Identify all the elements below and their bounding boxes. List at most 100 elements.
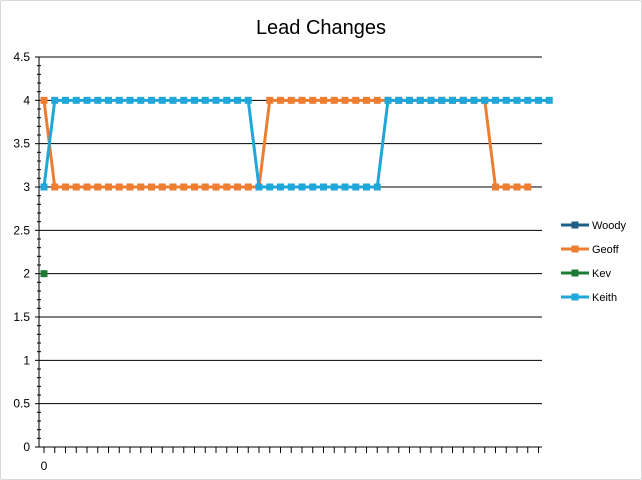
data-point-geoff — [40, 96, 48, 104]
data-point-keith — [320, 183, 327, 191]
legend-label-keith: Keith — [592, 292, 617, 304]
legend-swatch-marker-keith — [571, 293, 579, 301]
data-point-geoff — [158, 183, 166, 191]
data-point-keith — [72, 96, 80, 104]
data-point-keith — [287, 183, 295, 191]
data-point-keith — [83, 96, 91, 104]
data-point-keith — [115, 96, 123, 104]
data-point-geoff — [105, 183, 112, 191]
data-point-geoff — [492, 183, 499, 191]
data-point-geoff — [148, 183, 155, 191]
data-point-keith — [255, 183, 263, 191]
y-tick-label: 1.5 — [13, 310, 30, 324]
data-point-kev — [40, 270, 48, 278]
data-point-geoff — [137, 183, 145, 191]
data-point-geoff — [180, 183, 188, 191]
data-point-keith — [341, 183, 349, 191]
data-point-geoff — [524, 183, 532, 191]
data-point-geoff — [169, 183, 177, 191]
data-point-geoff — [330, 96, 338, 104]
data-point-geoff — [234, 183, 241, 191]
y-tick-label: 4 — [23, 93, 30, 107]
data-point-geoff — [352, 96, 360, 104]
data-point-keith — [449, 96, 456, 104]
data-point-keith — [459, 96, 467, 104]
data-point-keith — [384, 96, 392, 104]
data-point-keith — [51, 96, 59, 104]
data-point-keith — [395, 96, 403, 104]
data-point-geoff — [277, 96, 284, 104]
data-point-keith — [180, 96, 188, 104]
legend-swatch-marker-kev — [571, 269, 579, 277]
data-point-keith — [545, 96, 553, 104]
data-point-geoff — [62, 183, 69, 191]
data-point-geoff — [115, 183, 123, 191]
data-point-keith — [427, 96, 435, 104]
data-point-geoff — [51, 183, 59, 191]
axes: 0 0.5 1 1.5 2 2.5 3 3.5 4 4.5 0 — [13, 50, 542, 473]
data-point-keith — [277, 183, 284, 191]
data-point-geoff — [363, 96, 370, 104]
data-point-geoff — [309, 96, 317, 104]
data-point-geoff — [191, 183, 198, 191]
data-point-keith — [470, 96, 478, 104]
series-layer — [40, 96, 553, 278]
legend-label-geoff: Geoff — [592, 244, 620, 256]
data-point-keith — [363, 183, 370, 191]
legend-swatch-marker-woody — [571, 221, 579, 229]
x-tick-label: 0 — [41, 459, 48, 473]
y-tick-label: 0 — [23, 440, 30, 454]
data-point-keith — [298, 183, 306, 191]
data-point-keith — [481, 96, 489, 104]
y-tick-label: 4.5 — [13, 50, 30, 64]
data-point-keith — [94, 96, 102, 104]
data-point-keith — [266, 183, 274, 191]
data-point-keith — [330, 183, 338, 191]
data-point-geoff — [223, 183, 231, 191]
data-point-geoff — [72, 183, 80, 191]
data-point-keith — [148, 96, 155, 104]
data-point-keith — [244, 96, 252, 104]
data-point-geoff — [502, 183, 510, 191]
data-point-geoff — [298, 96, 306, 104]
data-point-keith — [234, 96, 241, 104]
y-tick-label: 3 — [23, 180, 30, 194]
data-point-keith — [309, 183, 317, 191]
data-point-geoff — [373, 96, 381, 104]
data-point-keith — [191, 96, 198, 104]
data-point-keith — [40, 183, 48, 191]
data-point-keith — [105, 96, 112, 104]
data-point-geoff — [513, 183, 521, 191]
data-point-geoff — [320, 96, 327, 104]
grid-lines — [39, 56, 542, 405]
data-point-keith — [158, 96, 166, 104]
data-point-keith — [223, 96, 231, 104]
data-point-keith — [513, 96, 521, 104]
data-point-geoff — [201, 183, 209, 191]
data-point-geoff — [244, 183, 252, 191]
y-tick-label: 0.5 — [13, 397, 30, 411]
data-point-keith — [373, 183, 381, 191]
data-point-keith — [62, 96, 69, 104]
data-point-keith — [212, 96, 220, 104]
data-point-geoff — [94, 183, 102, 191]
data-point-keith — [201, 96, 209, 104]
data-point-keith — [169, 96, 177, 104]
data-point-keith — [352, 183, 360, 191]
legend-swatch-marker-geoff — [571, 245, 579, 253]
data-point-geoff — [266, 96, 274, 104]
data-point-geoff — [83, 183, 91, 191]
y-tick-label: 1 — [23, 353, 30, 367]
data-point-keith — [502, 96, 510, 104]
legend-label-kev: Kev — [592, 268, 611, 280]
data-point-keith — [492, 96, 499, 104]
y-tick-label: 2 — [23, 267, 30, 281]
legend-label-woody: Woody — [592, 220, 627, 232]
data-point-keith — [137, 96, 145, 104]
legend: Woody Geoff Kev Keith — [561, 220, 627, 304]
data-point-geoff — [212, 183, 220, 191]
y-tick-label: 3.5 — [13, 137, 30, 151]
data-point-keith — [535, 96, 542, 104]
